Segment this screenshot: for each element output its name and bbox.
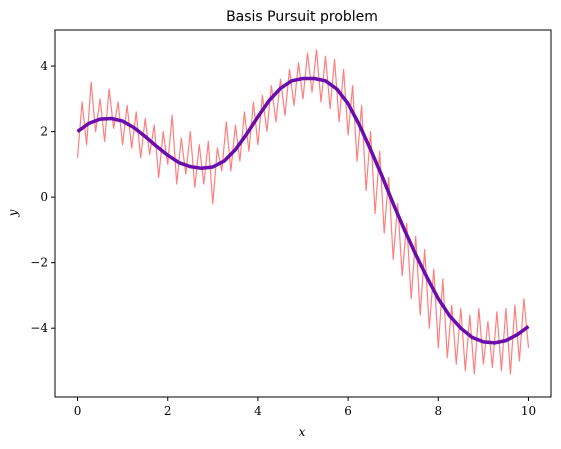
y-tick-label: 4 bbox=[40, 59, 48, 73]
x-tick-label: 0 bbox=[74, 404, 82, 418]
recovered-signal-line bbox=[76, 76, 530, 345]
chart-title: Basis Pursuit problem bbox=[226, 9, 378, 25]
x-axis: 0 2 4 6 8 10 bbox=[74, 397, 536, 418]
noisy-data-line bbox=[76, 49, 530, 375]
plot-area bbox=[76, 49, 530, 375]
x-axis-label: x bbox=[299, 425, 306, 439]
x-tick-label: 2 bbox=[164, 404, 172, 418]
y-tick-label: −4 bbox=[30, 321, 48, 335]
y-axis-label: y bbox=[6, 209, 20, 217]
plot-frame bbox=[54, 29, 552, 398]
x-tick-label: 4 bbox=[254, 404, 262, 418]
y-tick-label: 0 bbox=[40, 190, 48, 204]
y-tick-label: 2 bbox=[40, 125, 48, 139]
x-tick-label: 8 bbox=[434, 404, 442, 418]
x-tick-label: 10 bbox=[521, 404, 536, 418]
y-tick-label: −2 bbox=[30, 256, 48, 270]
y-axis: 4 2 0 −2 −4 bbox=[30, 59, 55, 335]
x-tick-label: 6 bbox=[344, 404, 352, 418]
